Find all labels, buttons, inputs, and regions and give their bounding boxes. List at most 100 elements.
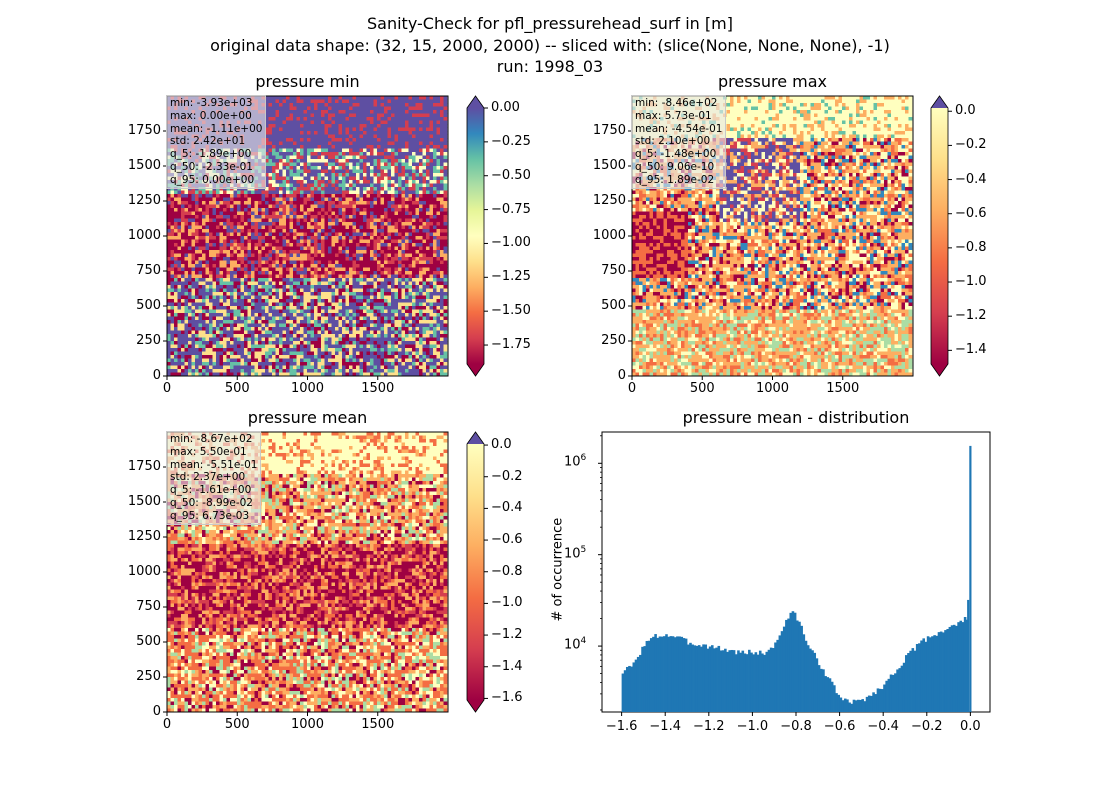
hist-bar [748,649,751,712]
hist-bar [730,649,734,712]
hist-bar [944,630,947,712]
stats-box-min: min: -3.93e+03 max: 0.00e+00 mean: -1.11e+… [166,95,267,189]
x-tick-label: 1000 [753,381,793,396]
x-tick-label: 0 [147,381,187,396]
colorbar-tick-label: 0.0 [491,437,512,452]
hist-bar [761,653,764,712]
hist-bar [680,636,684,712]
hist-bar [852,699,856,712]
y-tick-label: 750 [582,263,626,278]
colorbar-ticks [484,107,952,699]
hist-x-tick-label: −0.2 [905,719,949,734]
hist-bar [765,651,769,712]
hist-bar [645,640,649,712]
hist-bar [621,673,625,712]
hist-bar [850,703,854,712]
hist-bar [928,637,932,712]
hist-bar [819,668,823,712]
x-tick-label: 500 [217,381,257,396]
colorbar-tick-label: −0.25 [491,134,531,149]
hist-bar [933,635,936,712]
stat-line: std: 2.37e+00 [170,471,257,484]
histogram-bars [621,445,972,712]
hist-bar [776,639,779,712]
stat-line: min: -8.67e+02 [170,433,257,446]
y-tick-label: 1500 [582,158,626,173]
figure-title-line1: Sanity-Check for pfl_pressurehead_surf i… [0,14,1100,33]
y-tick-label: 1000 [117,228,161,243]
hist-bar [939,631,943,712]
hist-bar [946,629,949,712]
colorbar-min-extend-top [467,96,484,108]
hist-bar [857,699,860,712]
x-tick-label: 500 [682,381,722,396]
hist-bar [671,636,675,712]
y-tick-label: 1750 [582,123,626,138]
y-tick-label: 750 [117,263,161,278]
colorbar-min [466,95,485,377]
hist-bar [665,634,668,712]
hist-x-tick-label: −0.4 [861,719,905,734]
hist-bar [804,640,808,712]
y-tick-label: 1000 [582,228,626,243]
hist-bar [649,638,653,712]
y-tick-label: 250 [117,669,161,684]
hist-bar [632,662,636,712]
hist-ylabel: # of occurrence [551,518,566,622]
hist-bar [806,645,810,712]
colorbar-max-gradient [931,108,948,364]
hist-bar [874,694,878,712]
hist-bar [861,699,864,712]
stat-line: min: -3.93e+03 [170,97,262,110]
hist-bar [647,640,651,712]
hist-bar [741,650,745,712]
hist-bar [782,626,786,712]
y-tick-label: 1750 [117,459,161,474]
colorbar-tick-label: −0.50 [491,168,531,183]
colorbar-mean-extend-top [467,432,484,444]
hist-bar [682,638,686,712]
hist-bar [913,650,917,712]
colorbar-tick-label: 0.00 [491,100,520,115]
hist-bar [654,634,657,712]
figure-title-line2: original data shape: (32, 15, 2000, 2000… [0,36,1100,55]
hist-y-tick-label: 105 [564,545,586,561]
stat-line: q_95: 0.00e+00 [170,174,262,187]
hist-bar [684,638,688,712]
hist-bar [920,640,923,712]
hist-bar [639,654,642,712]
hist-bar [756,654,760,712]
hist-bar [952,624,956,712]
stat-line: q_5: -1.61e+00 [170,484,257,497]
stat-line: min: -8.46e+02 [635,97,722,110]
stat-line: std: 2.42e+01 [170,135,262,148]
hist-bar [791,611,795,712]
hist-bar [931,636,934,712]
figure-title-line3: run: 1998_03 [0,57,1100,76]
colorbar-min-gradient [467,108,484,364]
hist-bar [969,445,972,712]
hist-bar [872,692,875,712]
hist-x-tick-label: −1.0 [730,719,774,734]
y-tick-label: 1750 [117,123,161,138]
hist-bar [963,617,967,712]
hist-bar [689,642,692,712]
hist-bar [772,648,775,712]
hist-bar [957,622,960,712]
hist-x-tick-label: −1.4 [643,719,687,734]
hist-bar [715,647,718,712]
hist-bar [867,695,871,712]
hist-bar [796,620,799,712]
hist-bar [817,665,821,712]
hist-bar [669,636,673,712]
hist-bar [961,622,965,712]
hist-bar [673,637,677,712]
hist-bar [780,631,784,712]
y-tick-label: 250 [582,333,626,348]
y-tick-label: 750 [117,599,161,614]
hist-bar [754,652,758,712]
hist-bar [942,632,945,712]
stat-line: max: 5.73e-01 [635,110,722,123]
hist-bar [898,668,902,712]
hist-bar [909,650,912,712]
